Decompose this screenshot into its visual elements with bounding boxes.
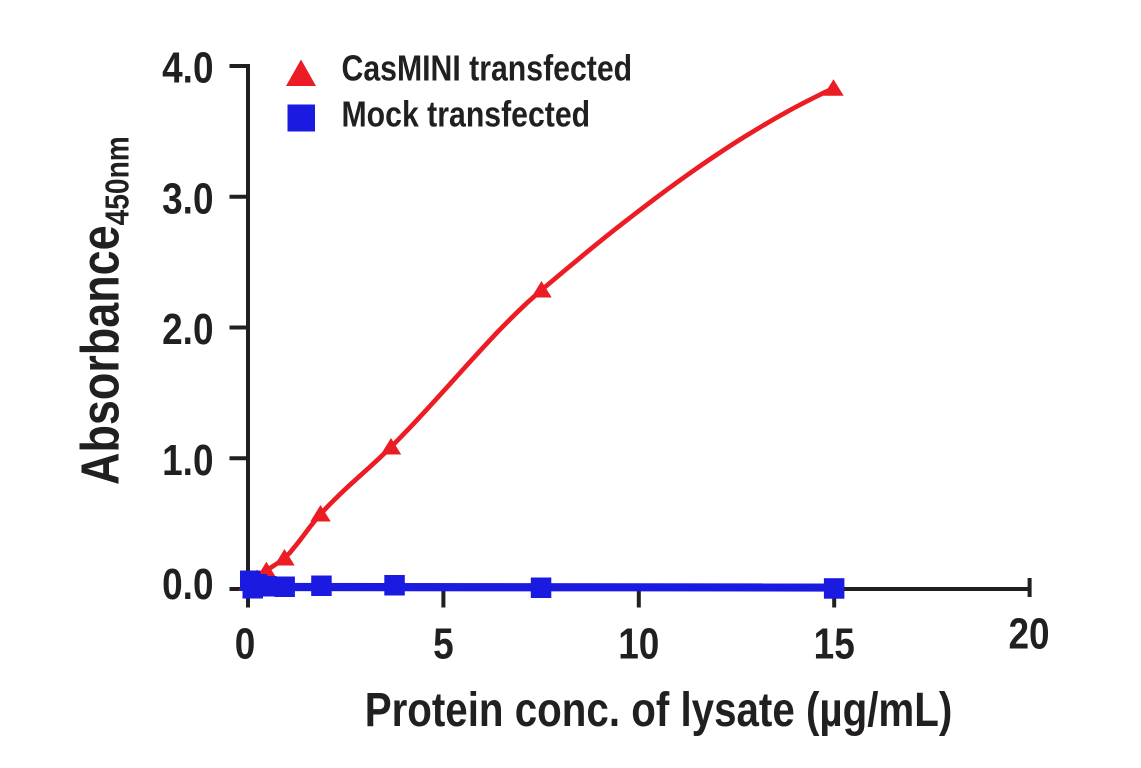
svg-text:Protein conc. of lysate (µg/mL: Protein conc. of lysate (µg/mL) [365, 684, 953, 737]
svg-text:2.0: 2.0 [162, 304, 213, 354]
svg-text:0.0: 0.0 [162, 559, 213, 609]
svg-text:CasMINI transfected: CasMINI transfected [342, 49, 633, 89]
svg-text:10: 10 [618, 618, 659, 668]
svg-text:Mock transfected: Mock transfected [342, 95, 591, 135]
svg-text:5: 5 [433, 618, 454, 668]
svg-text:1.0: 1.0 [162, 435, 213, 485]
svg-text:4.0: 4.0 [162, 42, 213, 92]
svg-text:20: 20 [1008, 608, 1049, 658]
svg-text:0: 0 [235, 618, 256, 668]
svg-text:Absorbance450nm: Absorbance450nm [71, 136, 136, 485]
svg-text:3.0: 3.0 [162, 173, 213, 223]
svg-text:15: 15 [814, 618, 855, 668]
